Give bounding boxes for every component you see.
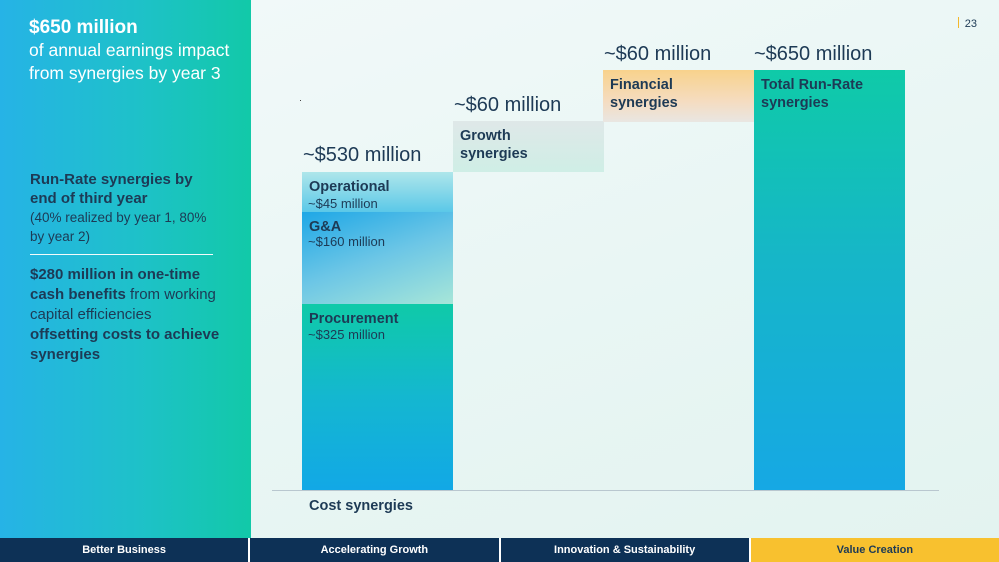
page-number: 23	[958, 17, 977, 30]
runrate-title: Run-Rate synergies by end of third year	[30, 171, 193, 207]
left-panel: $650 million of annual earnings impact f…	[0, 0, 251, 538]
cost-total-label: ~$530 million	[303, 144, 422, 166]
growth-label: ~$60 million	[454, 94, 562, 116]
growth-title: Growth synergies	[460, 128, 528, 162]
headline-text: of annual earnings impact from synergies…	[29, 40, 230, 83]
side-divider	[30, 254, 213, 255]
x-axis-label: Cost synergies	[309, 498, 413, 514]
tab-better-business[interactable]: Better Business	[0, 538, 251, 562]
x-axis-line	[272, 490, 939, 491]
marker-dot	[300, 100, 301, 101]
ga-title: G&A	[309, 219, 342, 235]
total-bar: Total Run-Rate synergies	[754, 70, 905, 490]
tab-value-creation[interactable]: Value Creation	[750, 538, 999, 562]
ga-segment: G&A ~$160 million	[302, 212, 453, 304]
operational-title: Operational	[309, 179, 390, 195]
cash-block: $280 million in one-time cash benefits f…	[30, 265, 220, 365]
procurement-title: Procurement	[309, 311, 399, 327]
cash-title: $280 million in one-time cash benefits	[30, 266, 201, 303]
growth-bar: Growth synergies	[453, 121, 604, 172]
tab-innovation-sustainability[interactable]: Innovation & Sustainability	[500, 538, 751, 562]
runrate-note: (40% realized by year 1, 80% by year 2)	[30, 210, 207, 244]
total-title: Total Run-Rate synergies	[761, 77, 864, 111]
financial-label: ~$60 million	[604, 43, 712, 65]
cash-text-2: offsetting costs to achieve synergies	[30, 326, 220, 363]
footer-nav: Better Business Accelerating Growth Inno…	[0, 538, 999, 562]
tab-accelerating-growth[interactable]: Accelerating Growth	[250, 538, 501, 562]
procurement-segment: Procurement ~$325 million	[302, 304, 453, 490]
financial-bar: Financial synergies	[603, 70, 754, 122]
operational-segment: Operational ~$45 million	[302, 172, 453, 212]
financial-title: Financial synergies	[610, 77, 678, 111]
ga-value: ~$160 million	[308, 234, 385, 249]
procurement-value: ~$325 million	[308, 327, 385, 342]
total-label: ~$650 million	[754, 43, 873, 65]
operational-value: ~$45 million	[308, 196, 378, 211]
cash-text-1: from working capital efficiencies	[30, 286, 216, 323]
headline: $650 million of annual earnings impact f…	[29, 16, 244, 85]
runrate-block: Run-Rate synergies by end of third year …	[30, 170, 214, 246]
headline-amount: $650 million	[29, 17, 138, 38]
